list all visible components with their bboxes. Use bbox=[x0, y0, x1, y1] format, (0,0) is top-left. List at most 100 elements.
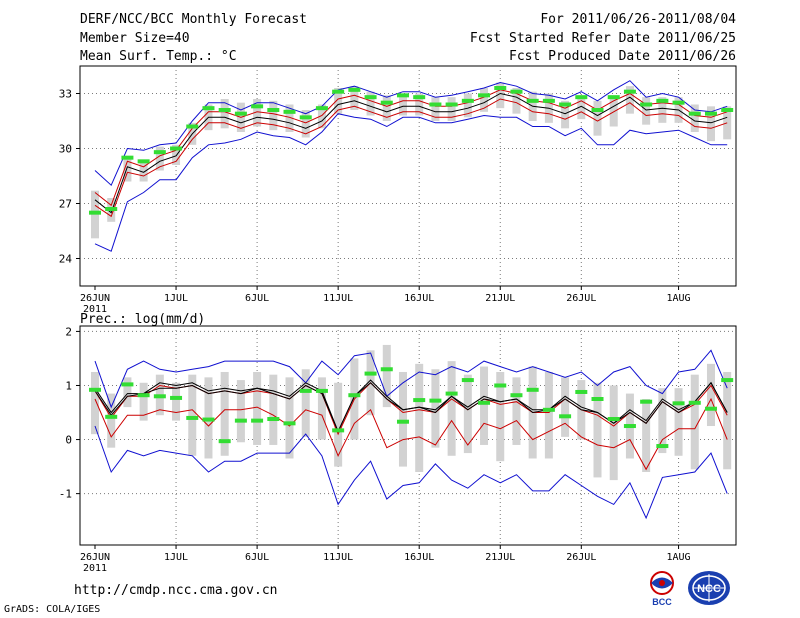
observation-marker bbox=[332, 428, 345, 433]
observation-marker bbox=[526, 98, 539, 103]
spread-bar bbox=[398, 371, 407, 467]
spread-bar bbox=[674, 388, 683, 456]
spread-bar bbox=[431, 369, 440, 448]
observation-marker bbox=[348, 393, 361, 398]
spread-bar bbox=[431, 97, 440, 121]
series-line-max bbox=[94, 80, 728, 187]
observation-marker bbox=[380, 367, 393, 372]
observation-marker bbox=[494, 383, 507, 388]
observation-marker bbox=[137, 393, 150, 398]
spread-bar bbox=[706, 106, 715, 142]
member-size-label: Member Size=40 bbox=[80, 31, 190, 46]
x-tick-label: 26JUL bbox=[566, 293, 596, 304]
observation-marker bbox=[429, 398, 442, 403]
x-tick-label: 6JUL bbox=[245, 552, 269, 563]
spread-bar bbox=[382, 344, 391, 408]
spread-bar bbox=[706, 363, 715, 427]
spread-bar bbox=[480, 88, 489, 112]
spread-bar bbox=[480, 366, 489, 445]
forecast-started-date: Fcst Started Refer Date 2011/06/25 bbox=[469, 31, 736, 46]
observation-marker bbox=[396, 419, 409, 424]
spread-bar bbox=[172, 382, 181, 421]
observation-marker bbox=[445, 391, 458, 396]
spread-bar bbox=[642, 399, 651, 472]
spread-bar bbox=[107, 393, 116, 448]
observation-marker bbox=[721, 378, 734, 383]
spread-bar bbox=[334, 88, 343, 114]
series-line-min bbox=[94, 425, 728, 520]
spread-bar bbox=[690, 374, 699, 470]
plot-frame bbox=[79, 65, 737, 287]
spread-bar bbox=[139, 382, 148, 421]
observation-marker bbox=[704, 406, 717, 411]
spread-bar bbox=[561, 377, 570, 437]
observation-marker bbox=[267, 108, 280, 112]
observation-marker bbox=[105, 207, 118, 211]
observation-marker bbox=[380, 100, 393, 105]
observation-marker bbox=[656, 98, 669, 103]
x-tick-label: 1JUL bbox=[164, 552, 188, 563]
source-url[interactable]: http://cmdp.ncc.cma.gov.cn bbox=[74, 583, 278, 598]
observation-marker bbox=[283, 109, 296, 114]
ncc-logo-text: NCC bbox=[697, 583, 721, 595]
spread-bar bbox=[236, 380, 245, 443]
observation-marker bbox=[429, 102, 442, 107]
x-tick-label: 26JUN bbox=[80, 552, 110, 563]
spread-bar bbox=[609, 385, 618, 481]
spread-bar bbox=[285, 377, 294, 459]
spread-bar bbox=[285, 104, 294, 132]
x-year-label: 2011 bbox=[83, 563, 107, 574]
bcc-logo: BCC bbox=[650, 571, 674, 607]
observation-marker bbox=[688, 111, 701, 116]
observation-marker bbox=[251, 104, 264, 109]
observation-marker bbox=[348, 87, 361, 92]
observation-marker bbox=[413, 398, 426, 403]
series-line-mean bbox=[94, 92, 728, 214]
x-tick-label: 1JUL bbox=[164, 293, 188, 304]
spread-bar bbox=[220, 371, 229, 456]
spread-bar bbox=[91, 371, 99, 435]
spread-bar bbox=[123, 377, 132, 408]
observation-marker bbox=[364, 371, 377, 376]
observation-marker bbox=[202, 417, 215, 422]
observation-marker bbox=[299, 388, 312, 393]
spread-bar bbox=[496, 82, 505, 109]
spread-bar bbox=[463, 93, 472, 118]
spread-bar bbox=[269, 374, 278, 445]
x-tick-label: 11JUL bbox=[323, 552, 353, 563]
spread-bar bbox=[301, 110, 310, 138]
spread-bar bbox=[625, 86, 634, 114]
observation-marker bbox=[656, 444, 669, 449]
spread-bar bbox=[398, 93, 407, 116]
spread-bar bbox=[463, 374, 472, 454]
observation-marker bbox=[640, 102, 653, 107]
spread-bar bbox=[447, 361, 456, 456]
spread-bar bbox=[139, 159, 148, 182]
series-line-min bbox=[94, 113, 728, 252]
bcc-logo-text: BCC bbox=[652, 597, 672, 607]
spread-bar bbox=[593, 382, 602, 478]
spread-bar bbox=[496, 371, 505, 462]
spread-bar bbox=[415, 93, 424, 116]
spread-bar bbox=[366, 91, 375, 116]
observation-marker bbox=[218, 439, 231, 444]
spread-bar bbox=[609, 99, 618, 127]
y-tick-label: 33 bbox=[59, 88, 72, 101]
observation-marker bbox=[137, 159, 150, 164]
observation-marker bbox=[234, 418, 247, 423]
observation-marker bbox=[478, 93, 491, 98]
x-tick-label: 1AUG bbox=[667, 552, 691, 563]
observation-marker bbox=[170, 395, 183, 400]
observation-marker bbox=[396, 93, 409, 98]
observation-marker bbox=[559, 102, 572, 107]
spread-bar bbox=[317, 104, 326, 129]
spread-bar bbox=[382, 95, 391, 121]
y-tick-label: 2 bbox=[65, 325, 72, 338]
y-tick-label: 27 bbox=[59, 198, 72, 211]
series-line-red bbox=[94, 397, 728, 471]
x-tick-label: 16JUL bbox=[404, 293, 434, 304]
spread-bar bbox=[512, 88, 521, 114]
observation-marker bbox=[575, 389, 588, 394]
observation-marker bbox=[672, 100, 685, 105]
observation-marker bbox=[672, 401, 685, 406]
